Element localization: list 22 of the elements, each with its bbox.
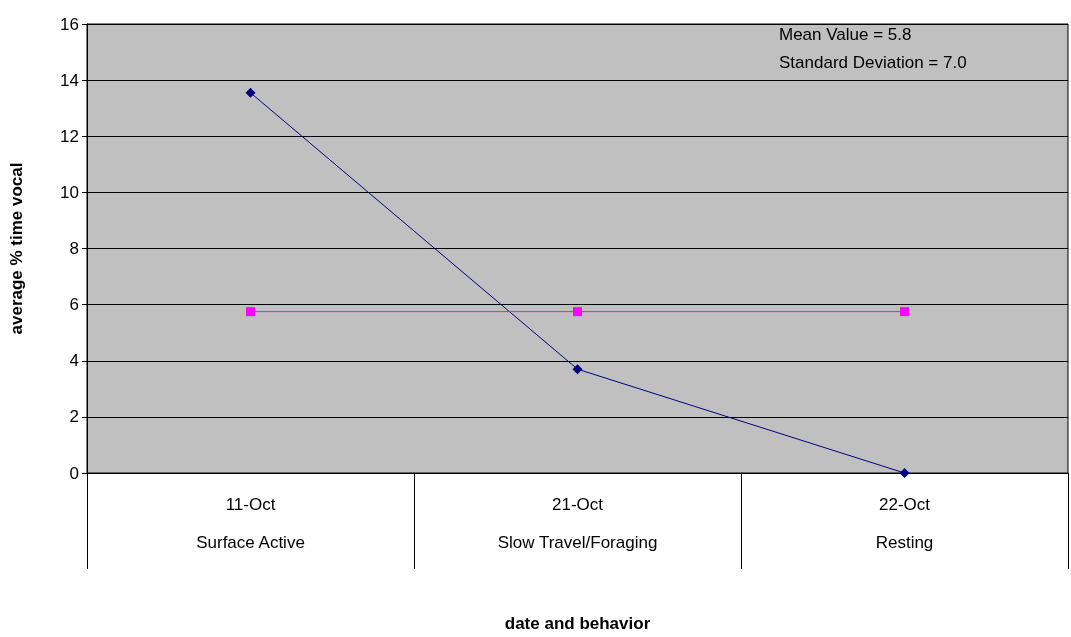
point (900, 307, 909, 317)
point (573, 307, 582, 317)
y-tick-label: 0 (69, 463, 79, 483)
x-axis-title: date and behavior (504, 614, 651, 633)
y-tick-label: 12 (60, 126, 79, 146)
x-tick-label: 21-Oct Slow Travel/Foraging (497, 495, 658, 552)
x-tick-label: 11-Oct Surface Active (196, 495, 305, 552)
x-tick-label: 22-Oct Resting (875, 495, 934, 552)
point (899, 468, 910, 478)
y-axis-title: average % time vocal (7, 162, 26, 335)
y-tick-label: 4 (69, 351, 79, 371)
y-tick-label: 10 (60, 182, 79, 202)
y-tick-label: 16 (60, 14, 79, 34)
point (246, 307, 255, 317)
y-tick-label: 2 (69, 407, 79, 427)
annotation: Standard Deviation = 7.0 (779, 53, 967, 72)
y-tick-label: 14 (60, 70, 79, 90)
annotation: Mean Value = 5.8 (779, 25, 912, 44)
point (245, 87, 256, 98)
y-tick-label: 8 (69, 239, 79, 258)
y-tick-label: 6 (69, 295, 79, 315)
point (572, 364, 583, 375)
